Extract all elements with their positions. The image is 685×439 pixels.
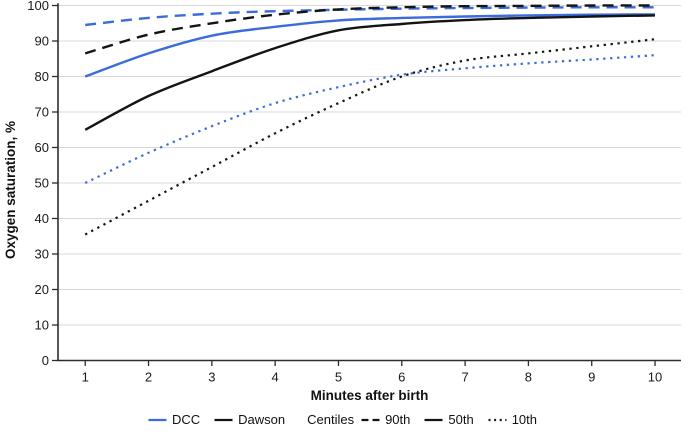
legend-label-centiles: Centiles: [307, 412, 354, 427]
series-line-dawson-90th-centile: [84, 4, 656, 55]
legend-item-dcc: DCC: [148, 412, 200, 427]
series-lines: [84, 4, 656, 236]
axis-lines: [57, 3, 681, 362]
legend-item-label: Centiles: [307, 412, 355, 427]
legend-item-label: Dawson: [238, 412, 286, 427]
x-tick-label-10: 10: [648, 370, 662, 385]
y-tick-label-50: 50: [35, 176, 49, 191]
solid-line-icon: [424, 418, 443, 421]
y-tick-label-0: 0: [42, 353, 49, 368]
x-tick-label-3: 3: [208, 370, 215, 385]
legend-item-90th: 90th: [361, 412, 410, 427]
tick-marks: [52, 4, 656, 366]
x-tick-label-2: 2: [145, 370, 152, 385]
legend-item-label: 10th: [511, 412, 538, 427]
dotted-line-icon: [488, 418, 507, 421]
x-tick-label-6: 6: [398, 370, 405, 385]
y-tick-label-70: 70: [35, 105, 49, 120]
series-line-dawson-10th-centile: [84, 38, 656, 236]
legend-item-label: 90th: [385, 412, 411, 427]
series-line-dawson-50th-centile: [84, 14, 656, 131]
y-tick-label-90: 90: [35, 34, 49, 49]
y-tick-label-60: 60: [35, 140, 49, 155]
legend-item-dawson: Dawson: [214, 412, 285, 427]
series-line-dcc-10th-centile: [84, 54, 656, 184]
series-line-dcc-90th-centile: [85, 6, 656, 27]
dashed-line-icon: [361, 418, 380, 421]
plot-area: 0 10 20 30 40 50 60 70 80 90 100 1 2 3 4 5 6 7 8 9 10 Oxygen…: [3, 0, 681, 403]
y-tick-label-20: 20: [35, 282, 49, 297]
y-axis-title: Oxygen saturation, %: [3, 121, 18, 259]
series-line-dcc-50th-centile: [84, 13, 656, 78]
legend-item-50th: 50th: [424, 412, 474, 427]
y-tick-label-80: 80: [35, 69, 49, 84]
x-tick-label-7: 7: [461, 370, 468, 385]
solid-line-icon: [148, 418, 167, 421]
x-tick-label-5: 5: [335, 370, 342, 385]
tick-labels: 0 10 20 30 40 50 60 70 80 90 100 1 2 3 4 5 6 7 8 9 10: [27, 0, 662, 385]
legend-item-10th: 10th: [488, 412, 537, 427]
x-tick-label-1: 1: [82, 370, 89, 385]
legend-item-label: 50th: [448, 412, 474, 427]
y-tick-label-10: 10: [35, 318, 49, 333]
axes: [57, 3, 681, 362]
legend-item-label: DCC: [171, 412, 201, 427]
legend: DCC Dawson Centiles 90th 50th 10th: [0, 412, 685, 427]
y-tick-label-100: 100: [27, 0, 49, 13]
x-tick-label-4: 4: [272, 370, 279, 385]
y-tick-label-30: 30: [35, 247, 49, 262]
x-tick-label-8: 8: [525, 370, 532, 385]
solid-line-icon: [214, 418, 233, 421]
x-axis-title: Minutes after birth: [311, 388, 429, 403]
x-tick-label-9: 9: [588, 370, 595, 385]
y-tick-label-40: 40: [35, 211, 49, 226]
